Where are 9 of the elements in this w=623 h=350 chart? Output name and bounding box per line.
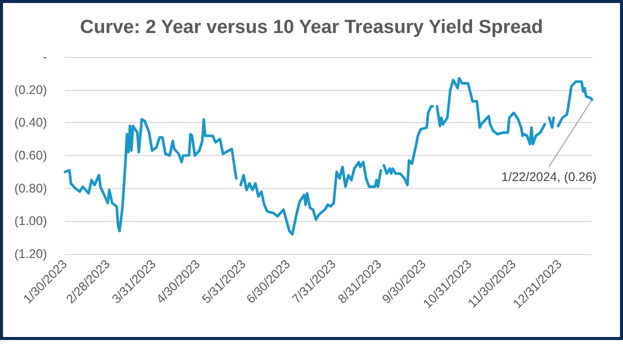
y-tick-label: (0.60) <box>14 148 47 162</box>
y-tick-label: (0.40) <box>14 116 47 130</box>
y-tick-label: (0.20) <box>14 82 47 97</box>
y-tick-label: - <box>42 50 47 64</box>
y-tick-label: (1.00) <box>14 214 47 228</box>
y-tick-label: (1.20) <box>14 247 47 261</box>
chart-title: Curve: 2 Year versus 10 Year Treasury Yield Spread <box>80 17 543 38</box>
annotation: 1/22/2024, (0.26) <box>501 170 597 184</box>
y-tick-label: (0.80) <box>14 181 47 196</box>
